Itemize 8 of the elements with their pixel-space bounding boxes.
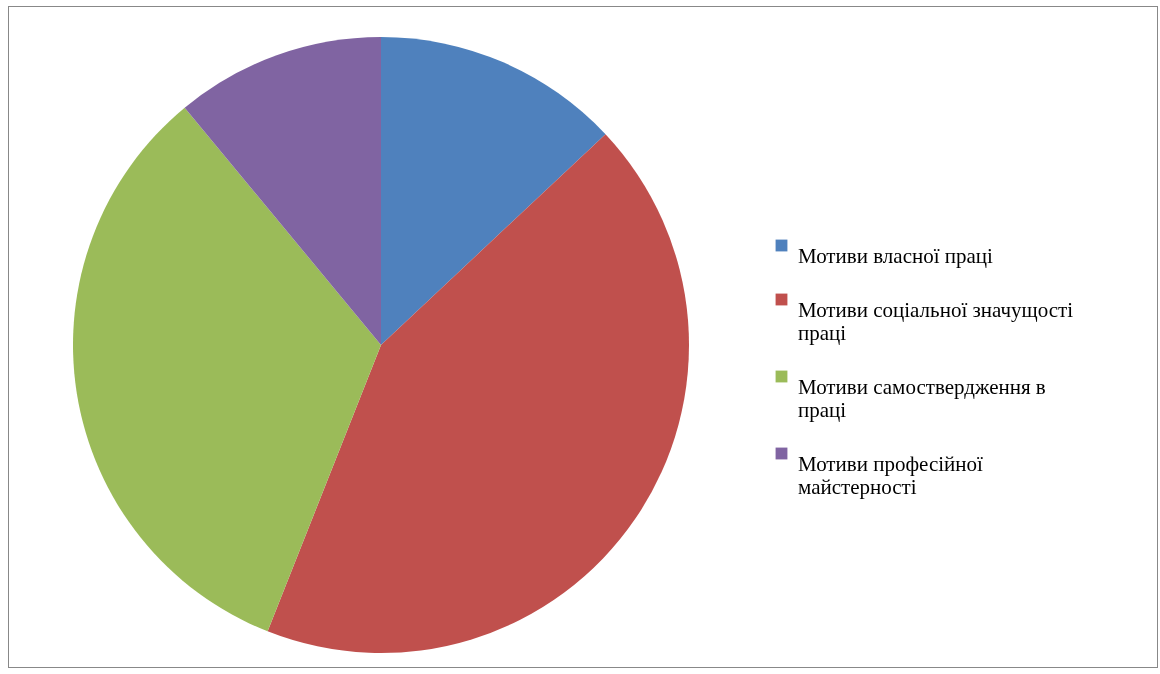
pie-slice: [381, 37, 606, 345]
pie-slice: [184, 37, 381, 345]
legend-label: Мотиви соціальної значущості праці: [798, 297, 1074, 345]
legend-label: Мотиви власної праці: [798, 243, 994, 268]
legend-label: Мотиви самоствердження в праці: [798, 374, 1046, 422]
legend-label: Мотиви професійної майстерності: [798, 451, 984, 499]
pie-slice: [73, 107, 381, 632]
pie-slice: [267, 134, 689, 653]
